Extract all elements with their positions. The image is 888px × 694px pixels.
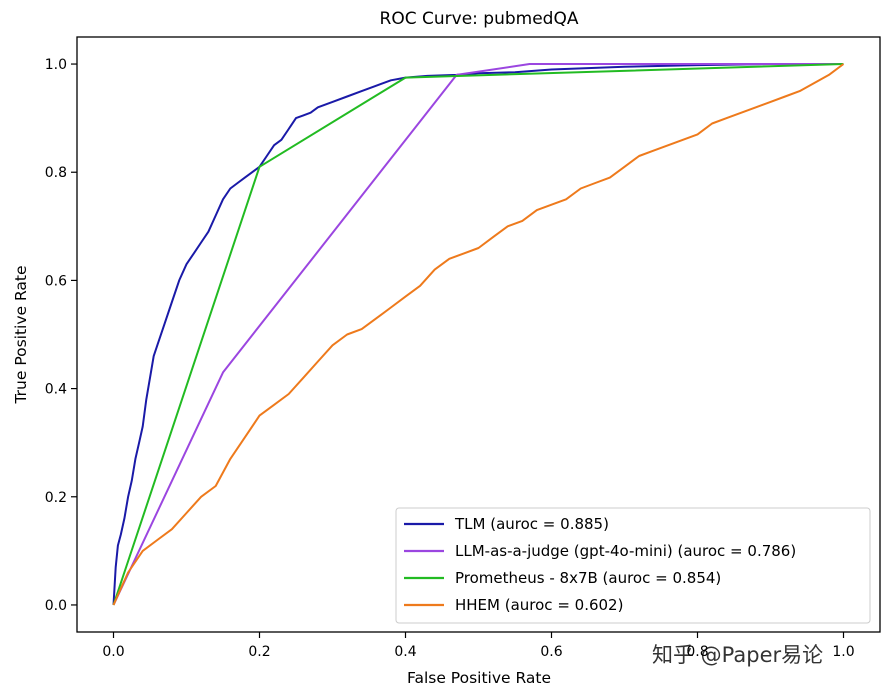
series-line-1	[112, 63, 844, 606]
plot-frame	[76, 36, 881, 633]
y-axis-label: True Positive Rate	[12, 265, 30, 404]
legend-label-0: TLM (auroc = 0.885)	[454, 515, 609, 533]
y-tick-label: 0.6	[45, 273, 67, 289]
x-axis-label: False Positive Rate	[407, 669, 551, 687]
legend-box	[395, 507, 871, 624]
watermark-text: 知乎 @Paper易论	[652, 643, 823, 667]
x-tick-label: 0.2	[248, 644, 270, 660]
y-tick-label: 0.4	[45, 382, 67, 398]
x-tick-label: 0.4	[394, 644, 416, 660]
x-axis-ticks: 0.0 0.2 0.4 0.6 0.8 1.0	[102, 632, 855, 660]
y-tick-label: 0.2	[45, 490, 67, 506]
y-tick-label: 0.8	[45, 165, 67, 181]
x-tick-label: 0.6	[540, 644, 562, 660]
y-axis-ticks: 0.0 0.2 0.4 0.6 0.8 1.0	[45, 57, 77, 614]
plot-area	[112, 63, 845, 606]
x-tick-label: 1.0	[832, 644, 854, 660]
legend-label-2: Prometheus - 8x7B (auroc = 0.854)	[455, 569, 721, 587]
chart-title: ROC Curve: pubmedQA	[380, 9, 579, 29]
legend: TLM (auroc = 0.885) LLM-as-a-judge (gpt-4…	[395, 507, 871, 624]
y-tick-label: 0.0	[45, 598, 67, 614]
series-line-2	[112, 63, 844, 606]
legend-label-3: HHEM (auroc = 0.602)	[455, 596, 623, 614]
x-tick-label: 0.0	[102, 644, 124, 660]
x-tick-label: 0.8	[686, 644, 708, 660]
y-tick-label: 1.0	[45, 57, 67, 73]
legend-label-1: LLM-as-a-judge (gpt-4o-mini) (auroc = 0.…	[455, 542, 796, 560]
series-line-3	[112, 63, 845, 606]
